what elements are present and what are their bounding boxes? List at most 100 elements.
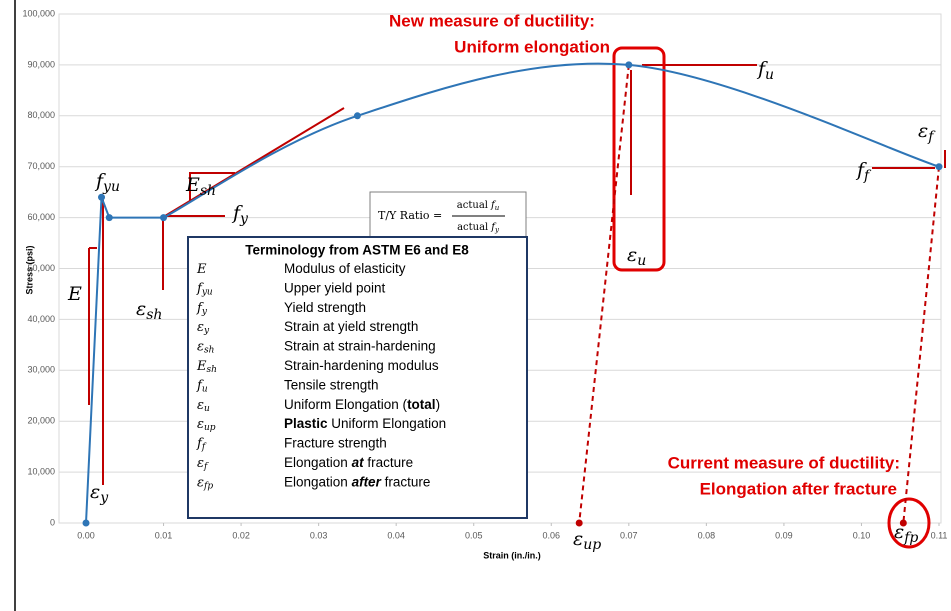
x-tick-label: 0.00 [77,530,95,540]
desc-part: total [407,396,436,411]
subscript: f [927,129,936,145]
x-tick-label: 0.05 [465,530,483,540]
subscript: u [765,67,774,83]
fp-dashed [902,166,940,524]
word: actual [457,222,488,233]
eu-highlight [612,46,666,272]
data-point [82,519,90,527]
subscript: sh [200,183,216,199]
symbol: f [756,58,768,80]
legend-desc: Strain at yield strength [284,319,418,334]
legend-symbol: Esh [196,359,217,375]
desc-part: fracture [381,474,431,489]
legend-desc: Fracture strength [284,435,387,450]
annotation-text: Current measure of ductility: [668,453,900,472]
legend-desc: Elongation after fracture [284,474,430,489]
subscript: fp [903,530,918,546]
y-tick-label: 0 [50,517,55,527]
symbol-label: fu [756,58,774,83]
data-point [98,193,106,201]
x-tick-label: 0.01 [155,530,173,540]
data-point [160,214,168,222]
fu-line [630,64,757,195]
symbol: E [67,283,82,305]
desc-part: Strain at strain-hardening [284,338,436,353]
x-tick-label: 0.06 [543,530,561,540]
symbol: ε [894,521,904,543]
symbol: f [196,378,204,393]
marker-point [575,519,583,527]
x-tick-label: 0.02 [232,530,250,540]
symbol: ε [136,298,146,320]
up-dashed [578,64,630,524]
symbol: f [196,300,204,315]
subscript: yu [201,287,213,297]
subscript: y [494,226,500,234]
legend-symbol: fy [196,300,208,316]
symbol: f [490,200,497,211]
marker-point [899,519,907,527]
symbol-label: fy [231,202,249,227]
legend-desc: Plastic Uniform Elongation [284,416,446,431]
legend-title: Terminology from ASTM E6 and E8 [245,243,469,258]
legend-desc: Strain-hardening modulus [284,358,439,373]
symbol-label: εf [918,120,936,145]
data-point [935,163,943,171]
ff-line [872,150,946,169]
symbol: f [855,159,867,181]
annotation-text: Elongation after fracture [700,479,897,498]
x-tick-label: 0.10 [853,530,871,540]
y-tick-label: 70,000 [27,161,55,171]
symbol-label: εup [573,528,601,553]
desc-part: Upper yield point [284,280,386,295]
symbol-label: fyu [94,170,120,195]
subscript: u [637,253,646,269]
desc-part: fracture [364,455,414,470]
symbol: ε [197,417,204,432]
y-tick-label: 60,000 [27,212,55,222]
symbol: ε [197,456,204,471]
x-tick-label: 0.11 [931,530,948,540]
desc-part: Uniform Elongation [328,416,447,431]
subscript: u [204,403,210,413]
symbol: ε [627,244,637,266]
legend-desc: Elongation at fracture [284,455,413,470]
legend-desc: Tensile strength [284,377,379,392]
legend-symbol: E [196,262,207,277]
symbol-label: εu [627,244,646,269]
x-tick-label: 0.04 [387,530,405,540]
subscript: up [204,423,216,433]
subscript: sh [207,365,217,375]
y-tick-label: 40,000 [27,314,55,324]
legend-symbol: εu [197,397,210,413]
x-tick-label: 0.07 [620,530,638,540]
efp-highlight [887,497,931,549]
subscript: y [201,306,208,316]
subscript: sh [204,345,214,355]
symbol: ε [918,120,928,142]
annotation-text: New measure of ductility: [389,11,595,30]
symbol-label: εsh [136,298,162,323]
desc-part: Modulus of elasticity [284,261,406,276]
symbol-label: εy [90,481,109,506]
y-tick-label: 100,000 [22,8,55,18]
legend-desc: Modulus of elasticity [284,261,406,276]
y-tick-label: 80,000 [27,110,55,120]
legend-symbol: ff [196,436,207,452]
legend-box [187,236,528,519]
desc-part: Uniform Elongation ( [284,396,408,411]
symbol: E [196,262,207,277]
y-tick-label: 20,000 [27,416,55,426]
desc-part: Elongation [284,455,352,470]
symbol: ε [90,481,100,503]
symbol-label: ff [855,159,872,184]
symbol: E [185,174,200,196]
curve [85,62,940,524]
legend-symbol: fyu [196,281,213,297]
y-axis-label: Stress (psi) [24,245,34,294]
data-point [625,61,633,69]
desc-part: Tensile strength [284,377,379,392]
word: actual [457,200,488,211]
symbol: f [231,202,243,224]
